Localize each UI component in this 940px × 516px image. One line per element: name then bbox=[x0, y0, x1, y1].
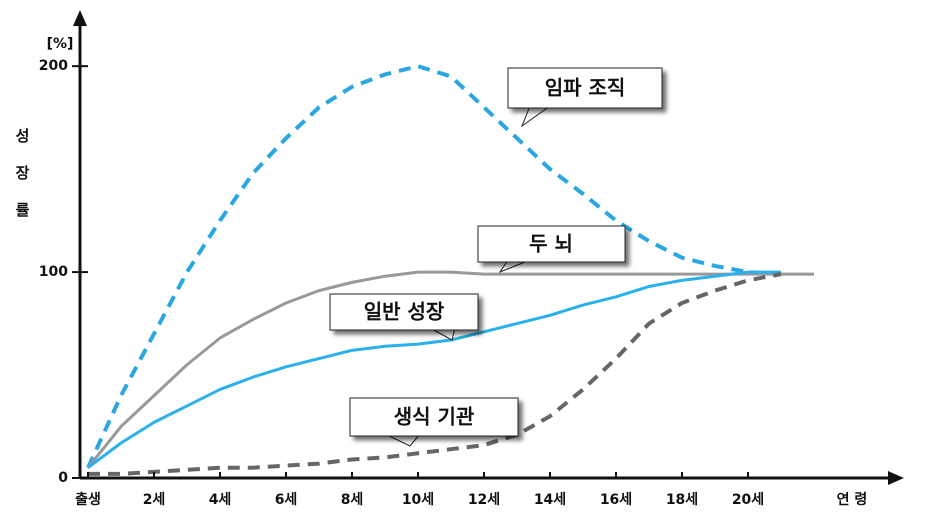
series-line bbox=[87, 270, 781, 469]
x-tick-label: 2세 bbox=[143, 492, 166, 508]
callout: 두 뇌 bbox=[477, 225, 626, 274]
x-tick-label: 16세 bbox=[600, 492, 632, 508]
series-line bbox=[88, 272, 782, 476]
callout: 생식 기관 bbox=[349, 397, 519, 447]
label-box bbox=[349, 397, 519, 437]
series-line bbox=[86, 64, 782, 469]
x-axis-label: 연 령 bbox=[837, 492, 868, 508]
x-tick-label: 20세 bbox=[732, 492, 764, 508]
y-axis-label: 성장률 bbox=[13, 128, 31, 239]
x-tick-label: 8세 bbox=[341, 492, 364, 508]
series-label: 생식 기관 bbox=[394, 405, 475, 429]
x-arrow bbox=[888, 471, 904, 485]
y-tick-label: 100 bbox=[39, 264, 68, 280]
x-tick-label: 12세 bbox=[468, 492, 500, 508]
pointer bbox=[520, 105, 552, 128]
series-line bbox=[86, 270, 814, 469]
x-tick-label: 18세 bbox=[666, 492, 698, 508]
y-tick-label: 0 bbox=[58, 470, 68, 486]
series-label: 두 뇌 bbox=[529, 232, 573, 256]
series-label: 임파 조직 bbox=[545, 76, 626, 100]
callout: 일반 성장 bbox=[329, 293, 479, 341]
label-box bbox=[329, 293, 479, 331]
y-unit: [%] bbox=[47, 36, 74, 52]
x-tick-label: 4세 bbox=[209, 492, 232, 508]
x-tick-label: 출생 bbox=[75, 491, 101, 508]
y-tick-label: 200 bbox=[39, 58, 68, 74]
label-box bbox=[477, 225, 626, 263]
callout: 임파 조직 bbox=[507, 67, 663, 128]
series-label: 일반 성장 bbox=[364, 300, 445, 324]
x-tick-label: 10세 bbox=[402, 492, 434, 508]
x-tick-label: 6세 bbox=[275, 492, 298, 508]
y-arrow bbox=[73, 10, 87, 26]
label-box bbox=[507, 67, 663, 109]
x-tick-label: 14세 bbox=[534, 492, 566, 508]
